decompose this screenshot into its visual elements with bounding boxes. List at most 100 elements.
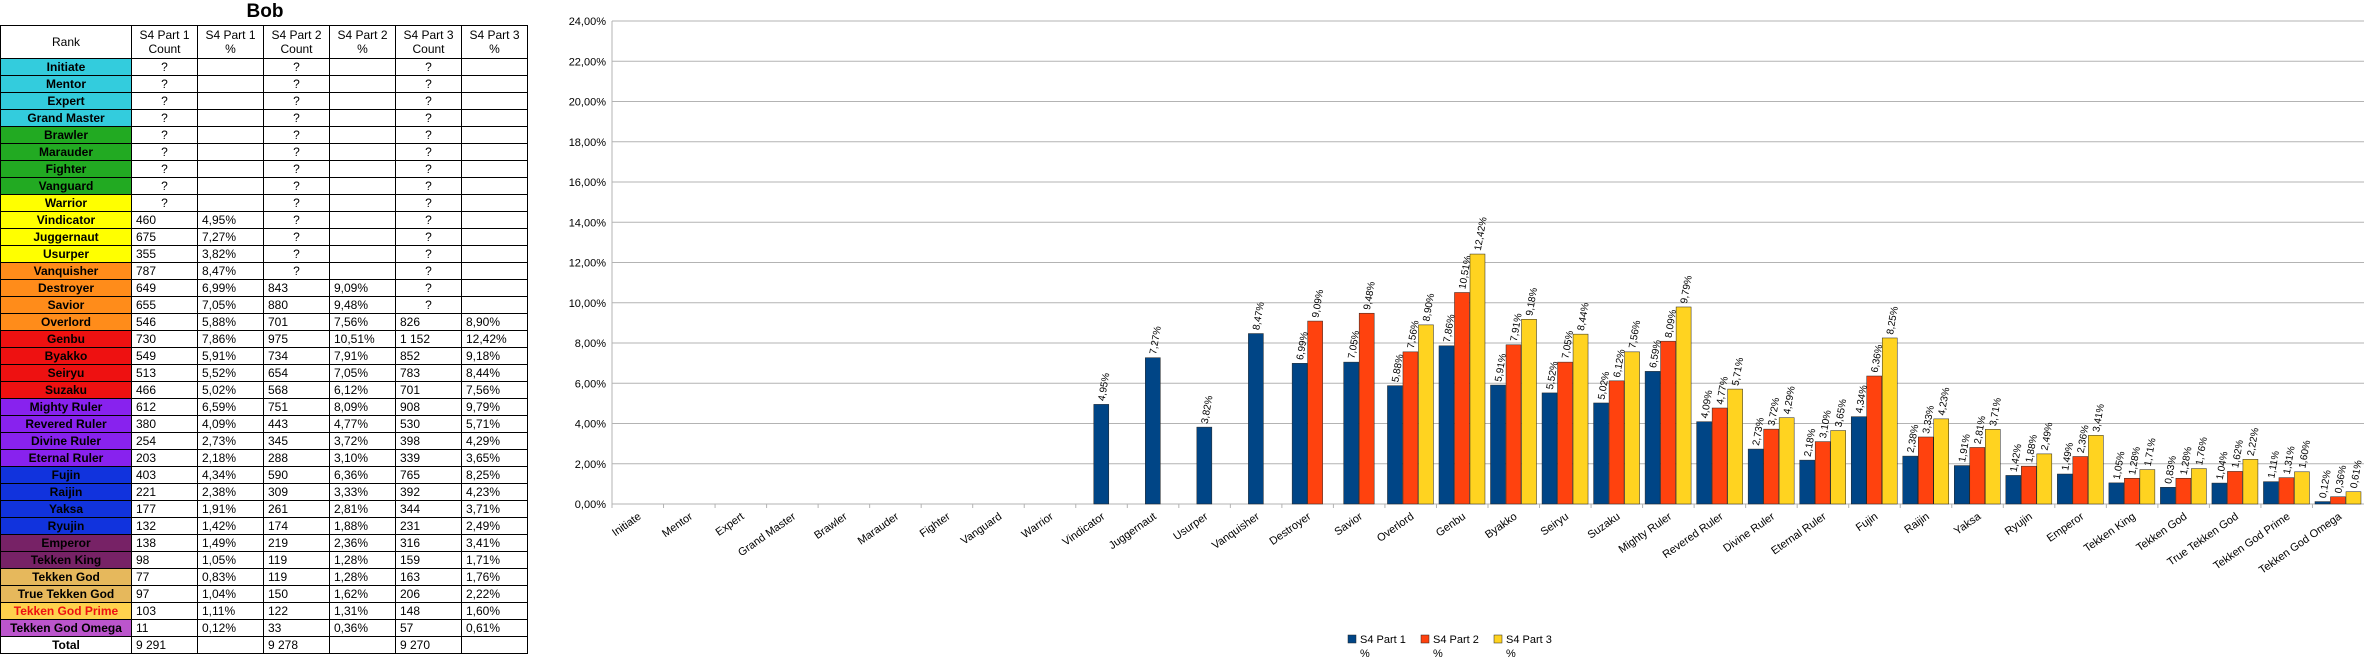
data-label: 8,25% — [1885, 306, 1901, 336]
table-row: Usurper 355 3,82%?? — [0, 245, 528, 263]
p1-count-cell: 103 — [131, 602, 198, 620]
bar — [2175, 477, 2192, 505]
p2-pct-cell: 3,33% — [329, 483, 396, 501]
x-tick-label: Ryujin — [2003, 511, 2035, 538]
table-row: Grand Master??? — [0, 109, 528, 127]
p3-pct-cell: 8,44% — [461, 364, 528, 382]
rank-cell: Marauder — [0, 143, 132, 161]
header-p1-pct: S4 Part 1 % — [197, 25, 264, 59]
data-label: 5,91% — [1493, 353, 1509, 383]
p1-count-cell: ? — [131, 109, 198, 127]
header-p1-count: S4 Part 1 Count — [131, 25, 198, 59]
p2-count-cell: 568 — [263, 381, 330, 399]
legend-label-line2: % — [1360, 648, 1370, 660]
total-p2-pct — [329, 636, 396, 654]
p2-count-cell: ? — [263, 262, 330, 280]
p3-count-cell: 148 — [395, 602, 462, 620]
rank-cell: Genbu — [0, 330, 132, 348]
rank-cell: Tekken King — [0, 551, 132, 569]
bar — [2345, 491, 2362, 505]
p1-pct-cell: 2,73% — [197, 432, 264, 450]
table-row: Yaksa 177 1,91% 261 2,81% 344 3,71% — [0, 500, 528, 518]
data-label: 3,82% — [1200, 395, 1216, 425]
bar — [1541, 392, 1558, 505]
table-row: Mentor??? — [0, 75, 528, 93]
p2-count-cell: 443 — [263, 415, 330, 433]
bar — [2057, 473, 2073, 505]
header-p2-count: S4 Part 2 Count — [263, 25, 330, 59]
x-tick-label: Vindicator — [1060, 510, 1107, 548]
bar — [2211, 482, 2228, 505]
data-label: 3,10% — [1818, 409, 1834, 439]
y-tick-label: 20,00% — [569, 97, 607, 109]
p1-pct-cell: 2,38% — [197, 483, 264, 501]
total-p1-count: 9 291 — [131, 636, 198, 654]
total-row: Total 9 291 9 278 9 270 — [0, 636, 528, 654]
data-label: 8,44% — [1576, 302, 1592, 332]
p2-count-cell: 219 — [263, 534, 330, 552]
p3-pct-cell — [461, 58, 528, 76]
p1-count-cell: 254 — [131, 432, 198, 450]
p3-pct-cell — [461, 126, 528, 144]
x-tick-label: Grand Master — [736, 510, 798, 559]
table-header-row: Rank S4 Part 1 Count S4 Part 1 % S4 Part… — [0, 25, 528, 59]
data-label: 3,65% — [1834, 398, 1850, 428]
x-tick-label: Marauder — [856, 510, 902, 547]
bar — [1572, 333, 1589, 505]
bar — [1902, 455, 1918, 505]
x-tick-label: Fighter — [918, 510, 953, 540]
p2-count-cell: 345 — [263, 432, 330, 450]
rank-cell: Divine Ruler — [0, 432, 132, 450]
p2-pct-cell: 8,09% — [329, 398, 396, 416]
p3-pct-cell — [461, 245, 528, 263]
p1-count-cell: 787 — [131, 262, 198, 280]
data-label: 5,02% — [1596, 371, 1612, 401]
bar — [2294, 471, 2310, 505]
rank-cell: Mighty Ruler — [0, 398, 132, 416]
p1-count-cell: 11 — [131, 619, 198, 637]
table-row: Mighty Ruler 612 6,59% 751 8,09% 908 9,79% — [0, 398, 528, 416]
p1-count-cell: 355 — [131, 245, 198, 263]
p1-pct-cell: 5,91% — [197, 347, 264, 365]
rank-cell: Emperor — [0, 534, 132, 552]
data-label: 4,23% — [1937, 386, 1953, 416]
p2-pct-cell — [329, 58, 396, 76]
bar — [2005, 475, 2022, 505]
bar — [1469, 253, 1486, 505]
p3-count-cell: ? — [395, 296, 462, 314]
data-label: 3,41% — [2091, 403, 2107, 433]
p2-count-cell: 122 — [263, 602, 330, 620]
x-tick-label: Initiate — [610, 511, 643, 539]
p3-pct-cell: 9,18% — [461, 347, 528, 365]
data-label: 6,36% — [1870, 344, 1886, 374]
bar — [2072, 456, 2089, 505]
p2-count-cell: 174 — [263, 517, 330, 535]
table-row: Eternal Ruler 203 2,18% 288 3,10% 339 3,65% — [0, 449, 528, 467]
p2-pct-cell: 4,77% — [329, 415, 396, 433]
p2-count-cell: 288 — [263, 449, 330, 467]
table-row: True Tekken God 97 1,04% 150 1,62% 206 2,22% — [0, 585, 528, 603]
p2-pct-cell: 0,36% — [329, 619, 396, 637]
legend-label-line2: % — [1506, 648, 1516, 660]
data-label: 1,76% — [2194, 436, 2210, 466]
p1-count-cell: ? — [131, 75, 198, 93]
x-tick-label: Yaksa — [1952, 510, 1984, 537]
x-tick-label: Overlord — [1375, 511, 1416, 545]
p1-pct-cell — [197, 126, 264, 144]
table-row: Vanguard??? — [0, 177, 528, 195]
rank-cell: Overlord — [0, 313, 132, 331]
bar — [1830, 430, 1846, 505]
bar — [1387, 385, 1403, 505]
p1-pct-cell: 1,91% — [197, 500, 264, 518]
data-label: 2,18% — [1803, 428, 1819, 458]
table-row: Emperor 138 1,49% 219 2,36% 316 3,41% — [0, 534, 528, 552]
p1-pct-cell: 8,47% — [197, 262, 264, 280]
p1-count-cell: ? — [131, 177, 198, 195]
table-row: Seiryu 513 5,52% 654 7,05% 783 8,44% — [0, 364, 528, 382]
p2-count-cell: 150 — [263, 585, 330, 603]
x-tick-label: Byakko — [1483, 511, 1519, 542]
p2-pct-cell: 1,28% — [329, 568, 396, 586]
p1-pct-cell: 3,82% — [197, 245, 264, 263]
bar — [1196, 426, 1213, 505]
rank-cell: Mentor — [0, 75, 132, 93]
